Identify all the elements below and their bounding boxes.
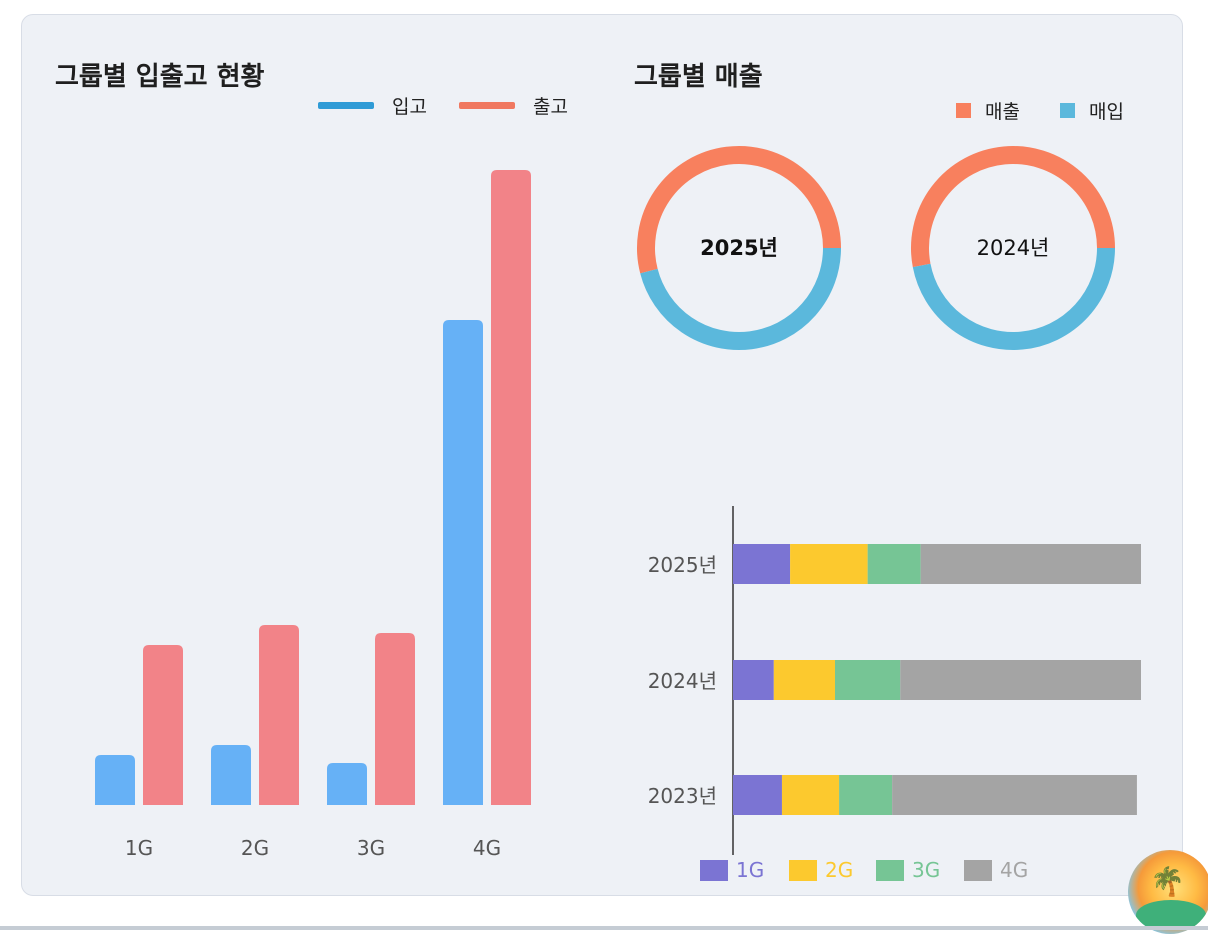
donut-center-label: 2025년: [700, 236, 778, 260]
inout-chart-title: 그룹별 입출고 현황: [55, 62, 265, 92]
legend-label: 1G: [736, 858, 764, 882]
x-tick-label: 1G: [125, 836, 153, 860]
legend-item-4G[interactable]: 4G: [964, 858, 1028, 882]
legend-purchase-swatch: [1060, 103, 1075, 118]
hbar-seg-3G-2025년[interactable]: [867, 544, 921, 584]
legend-item-2G[interactable]: 2G: [789, 858, 853, 882]
hbar-seg-1G-2023년[interactable]: [733, 775, 782, 815]
legend-item-inbound[interactable]: 입고: [318, 92, 427, 119]
hbar-seg-4G-2023년[interactable]: [892, 775, 1137, 815]
legend-swatch: [964, 860, 992, 881]
donut-slice-매출[interactable]: [637, 146, 841, 274]
x-tick-label: 2G: [241, 836, 269, 860]
x-tick-label: 4G: [473, 836, 501, 860]
y-tick-label: 2023년: [648, 784, 717, 808]
donut-slice-매입[interactable]: [640, 247, 841, 350]
legend-sales-label: 매출: [985, 101, 1020, 123]
bar-입고-2G[interactable]: [211, 745, 251, 805]
palm-beach-icon[interactable]: 🌴: [1128, 850, 1208, 934]
bar-입고-1G[interactable]: [95, 755, 135, 805]
legend-item-purchase[interactable]: 매입: [1060, 97, 1124, 124]
hbar-seg-1G-2025년[interactable]: [733, 544, 791, 584]
legend-label: 2G: [825, 858, 853, 882]
legend-item-1G[interactable]: 1G: [700, 858, 764, 882]
hbar-seg-4G-2025년[interactable]: [920, 544, 1141, 584]
sales-chart-title: 그룹별 매출: [634, 62, 763, 92]
x-tick-label: 3G: [357, 836, 385, 860]
bar-입고-3G[interactable]: [327, 763, 367, 805]
bar-입고-4G[interactable]: [443, 320, 483, 805]
legend-item-sales[interactable]: 매출: [956, 97, 1020, 124]
hbar-seg-3G-2024년[interactable]: [835, 660, 901, 700]
legend-swatch: [789, 860, 817, 881]
hbar-seg-3G-2023년[interactable]: [839, 775, 893, 815]
legend-swatch: [876, 860, 904, 881]
stacked-bar-chart: 2025년 2024년 2023년 1G 2G 3G 4G: [648, 506, 1141, 882]
hbar-seg-4G-2024년[interactable]: [900, 660, 1141, 700]
legend-label: 3G: [912, 858, 940, 882]
donut-chart-2024: 2024년: [911, 146, 1115, 350]
y-tick-label: 2025년: [648, 553, 717, 577]
legend-inbound-line: [318, 102, 374, 109]
legend-item-3G[interactable]: 3G: [876, 858, 940, 882]
donut-chart-2025: 2025년: [637, 146, 841, 350]
y-tick-label: 2024년: [648, 669, 717, 693]
bar-출고-4G[interactable]: [491, 170, 531, 805]
donut-center-label: 2024년: [977, 236, 1050, 260]
bar-출고-2G[interactable]: [259, 625, 299, 805]
donut-slice-매입[interactable]: [912, 247, 1115, 350]
hbar-seg-2G-2023년[interactable]: [781, 775, 840, 815]
hbar-seg-1G-2024년[interactable]: [733, 660, 774, 700]
bar-출고-1G[interactable]: [143, 645, 183, 805]
inout-bar-chart: 1G 2G 3G 4G: [95, 170, 531, 860]
legend-outbound-label: 출고: [533, 96, 568, 118]
bottom-border: [0, 926, 1208, 930]
legend-purchase-label: 매입: [1089, 101, 1124, 123]
legend-inbound-label: 입고: [392, 96, 427, 118]
legend-swatch: [700, 860, 728, 881]
legend-outbound-line: [459, 102, 515, 109]
hbar-seg-2G-2024년[interactable]: [773, 660, 835, 700]
legend-sales-swatch: [956, 103, 971, 118]
legend-label: 4G: [1000, 858, 1028, 882]
legend-item-outbound[interactable]: 출고: [459, 92, 568, 119]
bar-출고-3G[interactable]: [375, 633, 415, 805]
hbar-seg-2G-2025년[interactable]: [790, 544, 868, 584]
donut-slice-매출[interactable]: [911, 146, 1115, 268]
